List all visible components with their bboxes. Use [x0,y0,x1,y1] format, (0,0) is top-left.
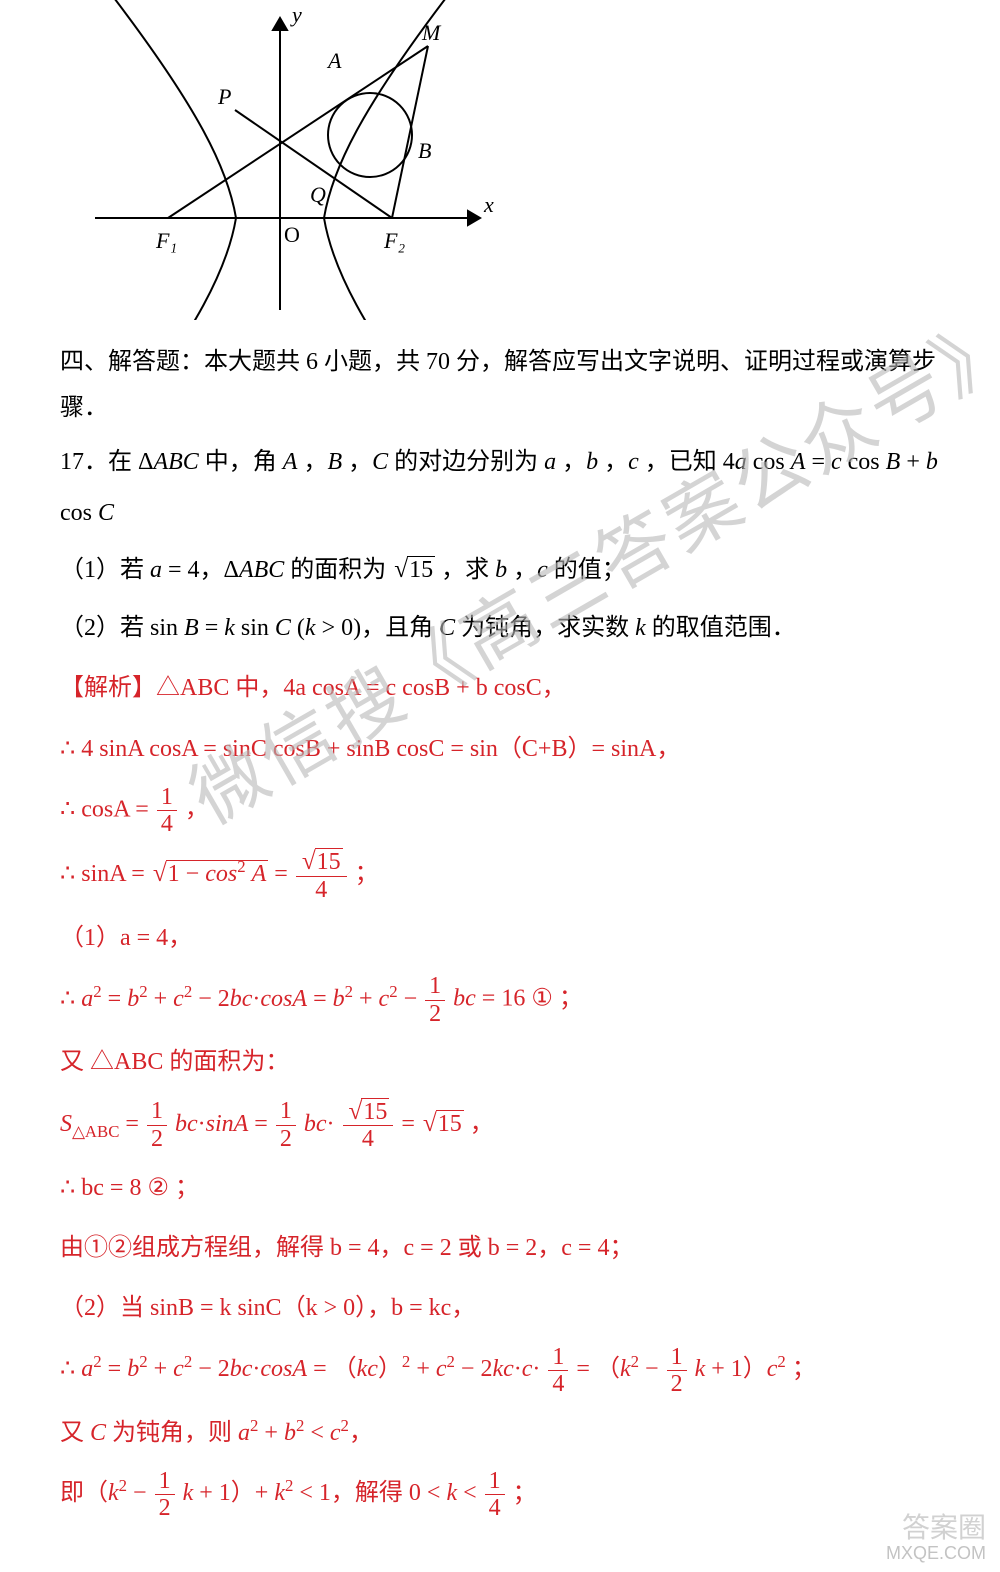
frac-1over2-a: 12 [425,973,445,1027]
sqrt15-r: 15 [421,1098,464,1151]
sol-line5: （1）a = 4， [60,913,960,963]
frac-1over4-b: 14 [548,1344,568,1398]
sol-l14-mid: k + 1）+ k2 < 1，解得 0 < k < [177,1480,483,1506]
sol-l8-S: S [60,1111,72,1137]
sol-l8-sub: △ABC [72,1121,119,1140]
sol-l12-mid: = （k2 − [570,1356,664,1382]
sol-l14-pre: 即（k2 − [60,1480,153,1506]
label-y: y [290,2,302,27]
sol-line12: ∴ a2 = b2 + c2 − 2bc·cosA = （kc）2 + c2 −… [60,1344,960,1398]
sol-line1: 【解析】△ABC 中，4a cosA = c cosB + b cosC， [60,663,960,713]
sol-l4-post: ； [349,861,379,887]
sol-l14-post: ； [507,1480,537,1506]
frac-1over4-c: 14 [485,1468,505,1522]
hyperbola-diagram: y x O F₁ F₂ P Q A B M [60,0,500,320]
label-F2: F₂ [383,228,405,253]
sol-line6: ∴ a2 = b2 + c2 − 2bc·cosA = b2 + c2 − 12… [60,973,960,1027]
section-heading: 四、解答题：本大题共 6 小题，共 70 分，解答应写出文字说明、证明过程或演算… [60,340,960,431]
sol-l3-post: ， [179,796,209,822]
sol-l3-pre: ∴ cosA = [60,796,155,822]
sol-l8-mid3: bc· [298,1111,341,1137]
sol-l6-post: bc = 16 ① ； [447,986,583,1012]
label-M: M [421,20,442,45]
sqrt-1minuscos2A: 1 − cos2 A [151,848,268,901]
sol-l12-post: k + 1）c2 ； [689,1356,816,1382]
frac-1over2-d: 12 [667,1344,687,1398]
q17-part1: （1）若 a = 4，ΔABC 的面积为 15 ，求 b ，c 的值； [60,544,960,597]
sol-line14: 即（k2 − 12 k + 1）+ k2 < 1，解得 0 < k < 14 ； [60,1468,960,1522]
frac-1over2-e: 12 [155,1468,175,1522]
label-Q: Q [310,182,326,207]
label-A: A [326,48,342,73]
q17-part2: （2）若 sin B = k sin C (k > 0)，且角 C 为钝角，求实… [60,603,960,653]
label-B: B [418,138,431,163]
label-F1: F₁ [155,228,177,253]
frac-sqrt15over4-b: 154 [343,1098,394,1153]
sol-l8-mid4: = [395,1111,421,1137]
frac-1over4: 14 [157,784,177,838]
sol-line2: ∴ 4 sinA cosA = sinC cosB + sinB cosC = … [60,724,960,774]
q17-stem: 17．在 ΔABC 中，角 A ，B ，C 的对边分别为 a ，b ，c ，已知… [60,437,960,538]
q17-stem-text: 17．在 ΔABC 中，角 A ，B ，C 的对边分别为 a ，b ，c ，已知… [60,449,938,525]
sol-l6-pre: ∴ a2 = b2 + c2 − 2bc·cosA = b2 + c2 − [60,986,423,1012]
sol-line8: S△ABC = 12 bc·sinA = 12 bc· 154 = 15 ， [60,1098,960,1153]
sol-line13: 又 C 为钝角，则 a2 + b2 < c2， [60,1408,960,1458]
frac-1over2-c: 12 [276,1098,296,1152]
sol-line9: ∴ bc = 8 ② ； [60,1163,960,1213]
label-x: x [483,192,494,217]
corner-wm-line2: MXQE.COM [886,1544,986,1564]
sol-l8-post: ， [464,1111,494,1137]
sol-line11: （2）当 sinB = k sinC（k > 0），b = kc， [60,1283,960,1333]
sol-l12-pre: ∴ a2 = b2 + c2 − 2bc·cosA = （kc）2 + c2 −… [60,1356,546,1382]
sol-l4-pre: ∴ sinA = [60,861,151,887]
label-P: P [217,84,231,109]
sol-line10: 由①②组成方程组，解得 b = 4，c = 2 或 b = 2，c = 4； [60,1223,960,1273]
sol-l4-mid: = [268,861,294,887]
sol-line4: ∴ sinA = 1 − cos2 A = 154 ； [60,848,960,903]
sol-l8-mid2: bc·sinA = [169,1111,274,1137]
sol-line7: 又 △ABC 的面积为： [60,1037,960,1087]
frac-1over2-b: 12 [147,1098,167,1152]
sol-line3: ∴ cosA = 14 ， [60,784,960,838]
sol-l8-mid1: = [119,1111,145,1137]
frac-sqrt15over4: 154 [296,848,347,903]
label-O: O [284,222,300,247]
